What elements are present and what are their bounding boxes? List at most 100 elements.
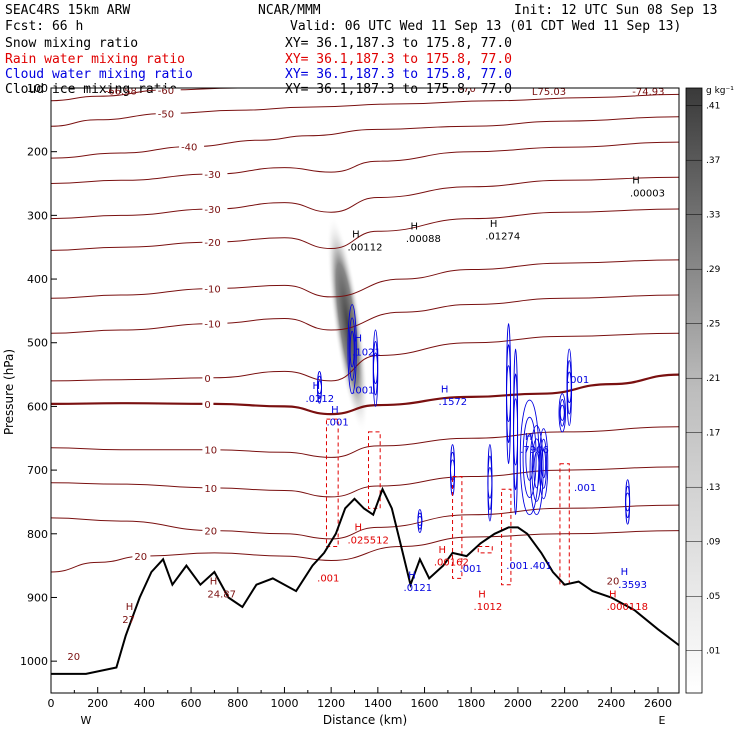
cloud-water-contour	[506, 365, 512, 423]
contour-annotation: H	[210, 577, 218, 588]
east-label: E	[659, 714, 666, 727]
init-time: Init: 12 UTC Sun 08 Sep 13	[514, 3, 718, 18]
contour-annotation: H	[525, 432, 533, 443]
contour-annotation: .00088	[406, 234, 441, 245]
rain-water-contour	[452, 475, 463, 579]
terrain-profile	[51, 486, 679, 675]
plot-frame	[50, 87, 680, 694]
isotherm-label: -20	[204, 238, 220, 249]
cloud-water-contour	[349, 330, 355, 368]
isotherm-label-bg	[132, 549, 151, 562]
colorbar-label: .09	[706, 538, 721, 548]
x-tick-label: 2600	[644, 697, 672, 710]
contour-annotation: 20	[67, 652, 80, 663]
cloud-water-contour	[347, 304, 357, 395]
x-tick-label: 1000	[270, 697, 298, 710]
cloud-water-contour	[566, 371, 572, 404]
cloud-water-contour	[506, 344, 512, 444]
colorbar-ramp	[685, 87, 703, 694]
isotherm-label-bg	[202, 235, 228, 248]
isotherm-label-bg	[155, 106, 181, 119]
field-cloud-xy: XY= 36.1,187.3 to 175.8, 77.0	[285, 67, 512, 82]
isotherm-label: -60	[158, 86, 174, 97]
cloud-water-contour	[566, 360, 572, 415]
cloud-water-contour	[559, 404, 565, 421]
field-rain-label: Rain water mixing ratio	[5, 52, 185, 67]
contour-annotation: .001	[506, 561, 528, 572]
isotherm-label-bg	[202, 370, 214, 383]
contour-annotation: .00112	[347, 242, 382, 253]
cloud-water-contour	[450, 451, 455, 489]
x-tick-label: 600	[181, 697, 202, 710]
x-axis-label: Distance (km)	[323, 713, 407, 727]
cloud-water-contour	[529, 425, 544, 516]
cloud-water-contour	[513, 398, 519, 466]
y-tick-label: 600	[27, 400, 48, 413]
contour-annotation: .1021	[352, 347, 381, 358]
snow-shading	[326, 214, 369, 433]
contour-annotation: -66.58	[105, 86, 137, 97]
field-cloud-label: Cloud water mixing ratio	[5, 67, 193, 82]
x-tick-label: 2200	[551, 697, 579, 710]
cloud-water-contour	[538, 428, 549, 500]
x-tick-label: 1200	[317, 697, 345, 710]
forecast-hour: Fcst: 66 h	[5, 19, 83, 34]
isotherm-line	[51, 373, 679, 416]
colorbar-label: .13	[706, 483, 720, 493]
contour-annotation: .7906	[520, 445, 549, 456]
rain-water-contour	[559, 463, 570, 586]
contour-annotation: H	[490, 219, 498, 230]
isotherm-line	[51, 141, 679, 184]
isotherm-label: -30	[204, 170, 220, 181]
isotherm-label-bg	[202, 166, 228, 179]
colorbar-label: .33	[706, 211, 720, 221]
isotherm-label-bg	[202, 442, 221, 455]
y-tick-label: 400	[27, 273, 48, 286]
isotherm-line	[51, 176, 679, 220]
isotherm-label-bg	[202, 202, 228, 214]
contour-annotation: -70	[460, 84, 476, 95]
contour-annotation: H	[352, 230, 360, 241]
contour-annotation: .0121	[404, 583, 433, 594]
contour-annotation: H	[411, 221, 419, 232]
contour-annotation: 27	[122, 615, 135, 626]
x-tick-label: 1800	[457, 697, 485, 710]
isotherm-label-bg	[202, 480, 221, 493]
isotherm-label: 20	[134, 552, 147, 563]
contour-annotation: H	[331, 405, 339, 416]
cloud-water-contour	[525, 433, 534, 481]
cloud-water-contour	[487, 455, 493, 511]
x-tick-label: 2400	[597, 697, 625, 710]
field-snow-xy: XY= 36.1,187.3 to 175.8, 77.0	[285, 36, 512, 51]
contour-annotation: H	[632, 176, 640, 187]
isotherm-label: -50	[158, 109, 174, 120]
colorbar-units: g kg⁻¹	[706, 86, 734, 96]
center-title: NCAR/MMM	[258, 3, 321, 18]
rain-water-contour	[325, 418, 339, 548]
isotherm-label-bg	[202, 523, 221, 536]
colorbar-label: .37	[706, 156, 720, 166]
field-ice-xy: XY= 36.1,187.3 to 175.8, 77.0	[285, 82, 512, 97]
isotherm-label-bg	[202, 396, 214, 409]
contour-annotation: .000118	[607, 602, 648, 613]
contour-annotation: .3593	[618, 580, 647, 591]
valid-time: Valid: 06 UTC Wed 11 Sep 13 (01 CDT Wed …	[290, 19, 681, 34]
x-tick-label: 2000	[504, 697, 532, 710]
cloud-water-contour	[522, 416, 537, 498]
y-tick-label: 800	[27, 528, 48, 541]
isotherm-label-bg	[202, 316, 228, 329]
y-axis-label: Pressure (hPa)	[2, 349, 16, 435]
cloud-water-contour	[625, 492, 631, 512]
contour-annotation: H	[126, 602, 134, 613]
isotherm-label: 10	[204, 484, 217, 495]
contour-annotation: H	[609, 589, 617, 600]
rain-water-contour	[368, 431, 381, 509]
model-title: SEAC4RS 15km ARW	[5, 3, 130, 18]
isotherm-label-bg	[202, 281, 228, 294]
contour-annotation: .00162	[434, 558, 469, 569]
contour-annotation: H	[478, 589, 486, 600]
isotherm-line	[51, 93, 679, 127]
cloud-water-contour	[417, 516, 423, 527]
contour-annotation: H	[354, 523, 362, 534]
